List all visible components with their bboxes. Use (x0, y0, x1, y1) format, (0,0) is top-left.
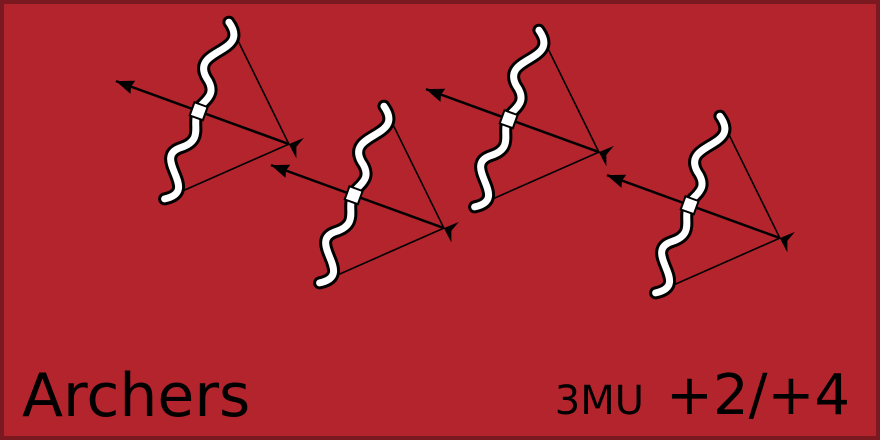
bow-and-arrow-icon (575, 87, 823, 331)
unit-stats: 3MU +2/+4 (555, 360, 850, 432)
movement-value: 3MU (554, 378, 645, 424)
bow-and-arrow-icon (239, 77, 487, 321)
unit-name: Archers (22, 361, 251, 431)
combat-modifiers: +2/+4 (666, 363, 850, 428)
bow-and-arrow-icon (394, 4, 642, 245)
bow-and-arrow-icon (84, 4, 332, 237)
